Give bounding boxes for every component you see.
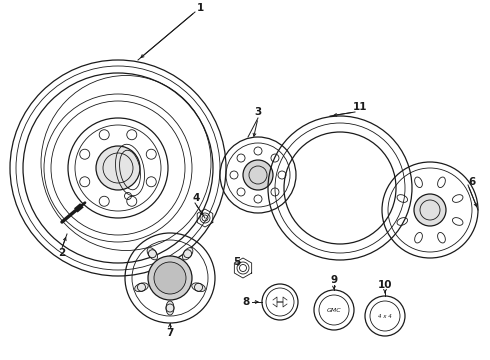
- Text: 1: 1: [196, 3, 204, 13]
- Text: 2: 2: [58, 248, 66, 258]
- Text: 4: 4: [192, 193, 200, 203]
- Circle shape: [414, 194, 446, 226]
- Ellipse shape: [147, 248, 158, 260]
- Ellipse shape: [166, 301, 174, 315]
- Text: 8: 8: [243, 297, 249, 307]
- Text: 10: 10: [378, 280, 392, 290]
- Ellipse shape: [192, 283, 205, 292]
- Circle shape: [96, 146, 140, 190]
- Text: 6: 6: [468, 177, 476, 187]
- Ellipse shape: [135, 283, 148, 292]
- Text: 4 x 4: 4 x 4: [378, 314, 392, 319]
- Circle shape: [154, 262, 186, 294]
- Text: 5: 5: [233, 257, 241, 267]
- Circle shape: [243, 160, 273, 190]
- Text: 11: 11: [353, 102, 367, 112]
- Ellipse shape: [182, 248, 193, 260]
- Text: 9: 9: [330, 275, 338, 285]
- Text: 7: 7: [166, 328, 173, 338]
- Text: GMC: GMC: [327, 307, 342, 312]
- Text: 3: 3: [254, 107, 262, 117]
- Circle shape: [148, 256, 192, 300]
